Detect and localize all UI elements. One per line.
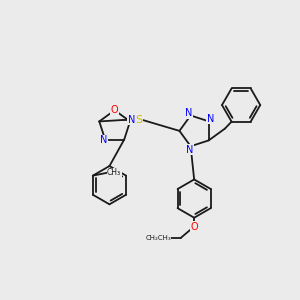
Text: N: N xyxy=(185,108,193,118)
Text: N: N xyxy=(186,145,194,155)
Text: CH₂CH₃: CH₂CH₃ xyxy=(145,235,171,241)
Text: O: O xyxy=(190,222,198,232)
Text: N: N xyxy=(100,135,107,146)
Text: O: O xyxy=(111,105,118,115)
Text: N: N xyxy=(128,115,135,125)
Text: S: S xyxy=(136,115,142,125)
Text: CH₃: CH₃ xyxy=(107,168,121,177)
Text: N: N xyxy=(206,114,214,124)
